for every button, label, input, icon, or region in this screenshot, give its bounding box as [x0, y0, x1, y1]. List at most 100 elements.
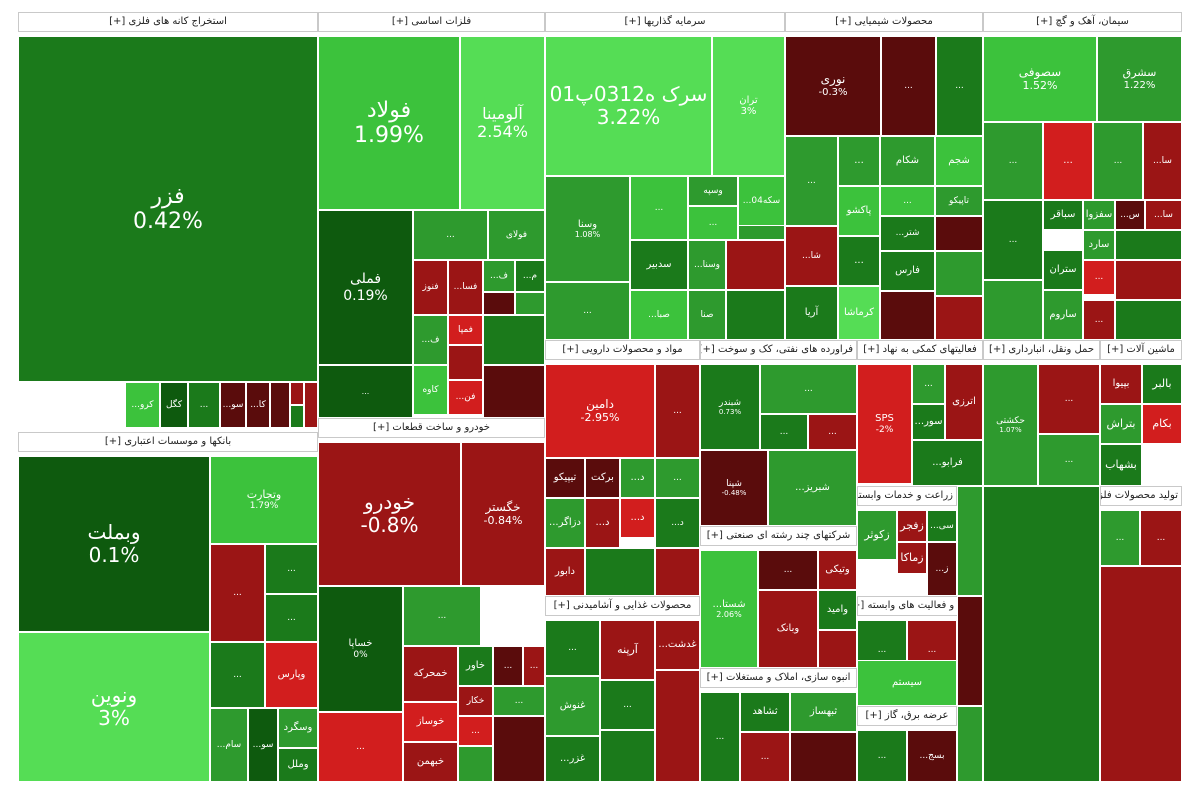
treemap-tile[interactable]: وملل: [278, 748, 318, 782]
treemap-tile[interactable]: ...: [785, 136, 838, 226]
sector-header[interactable]: فعالیتهای کمکی به نهاد [+]: [857, 340, 983, 360]
treemap-tile[interactable]: سباقر: [1043, 200, 1083, 230]
treemap-tile[interactable]: ...غزر: [545, 736, 600, 782]
treemap-tile[interactable]: ...: [838, 236, 880, 286]
sector-header[interactable]: فراورده های نفتی، کک و سوخت [+]: [700, 340, 857, 360]
treemap-cell[interactable]: [957, 596, 983, 706]
sector-header[interactable]: مواد و محصولات دارویی [+]: [545, 340, 700, 360]
treemap-tile[interactable]: فارس: [880, 251, 935, 291]
treemap-cell[interactable]: [957, 486, 983, 596]
treemap-tile[interactable]: ...: [403, 586, 481, 646]
treemap-tile[interactable]: ...شا: [785, 226, 838, 286]
treemap-cell[interactable]: [790, 732, 857, 782]
treemap-tile[interactable]: ...شبریز: [768, 450, 857, 526]
treemap-tile[interactable]: زفجر: [897, 510, 927, 542]
treemap-tile[interactable]: سدبیر: [630, 240, 688, 290]
treemap-tile[interactable]: ...: [493, 646, 523, 686]
treemap-tile[interactable]: SPS -2%: [857, 364, 912, 484]
treemap-tile[interactable]: ...د: [620, 498, 655, 538]
sector-header[interactable]: انبوه سازی، املاک و مستغلات [+]: [700, 668, 857, 688]
treemap-cell[interactable]: [1115, 230, 1182, 260]
treemap-tile[interactable]: خوساز: [403, 702, 458, 742]
treemap-tile[interactable]: ...: [265, 594, 318, 642]
treemap-tile[interactable]: ...ز: [927, 542, 957, 596]
treemap-tile[interactable]: ...سا: [1143, 122, 1182, 200]
treemap-tile[interactable]: ...: [545, 282, 630, 340]
treemap-tile[interactable]: ...: [655, 364, 700, 458]
treemap-tile[interactable]: ونوین 3%: [18, 632, 210, 782]
treemap-tile[interactable]: دامین -2.95%: [545, 364, 655, 458]
treemap-tile[interactable]: سفزوا: [1083, 200, 1115, 230]
treemap-tile[interactable]: وسنا 1.08%: [545, 176, 630, 282]
treemap-cell[interactable]: [600, 730, 655, 782]
treemap-tile[interactable]: ...: [413, 210, 488, 260]
treemap-tile[interactable]: ...: [1043, 122, 1093, 200]
treemap-tile[interactable]: ...س: [1115, 200, 1145, 230]
treemap-tile[interactable]: فنوز: [413, 260, 448, 315]
treemap-tile[interactable]: ...صبا: [630, 290, 688, 340]
treemap-tile[interactable]: شپنا -0.48%: [700, 450, 768, 526]
treemap-cell[interactable]: [483, 315, 545, 365]
sector-header[interactable]: سرمایه گذاریها [+]: [545, 12, 785, 32]
treemap-tile[interactable]: ...سو: [248, 708, 278, 782]
treemap-tile[interactable]: بپیوا: [1100, 364, 1142, 404]
treemap-tile[interactable]: سشرق 1.22%: [1097, 36, 1182, 122]
sector-header[interactable]: فلزات اساسی [+]: [318, 12, 545, 32]
treemap-tile[interactable]: تیپیکو: [545, 458, 585, 498]
treemap-tile[interactable]: ...: [210, 544, 265, 642]
treemap-tile[interactable]: وسگرد: [278, 708, 318, 748]
treemap-tile[interactable]: فزر 0.42%: [18, 36, 318, 382]
treemap-tile[interactable]: ...: [655, 458, 700, 498]
treemap-tile[interactable]: ...: [1093, 122, 1143, 200]
treemap-tile[interactable]: ...: [983, 122, 1043, 200]
treemap-tile[interactable]: اترزی: [945, 364, 983, 440]
treemap-tile[interactable]: غنوش: [545, 676, 600, 736]
treemap-tile[interactable]: ...: [1100, 510, 1140, 566]
treemap-cell[interactable]: [983, 280, 1043, 340]
treemap-tile[interactable]: ...سو: [220, 382, 246, 428]
treemap-tile[interactable]: آلومینا 2.54%: [460, 36, 545, 210]
treemap-tile[interactable]: ...: [493, 686, 545, 716]
treemap-tile[interactable]: خگستر -0.84%: [461, 442, 545, 586]
treemap-cell[interactable]: [458, 746, 493, 782]
treemap-tile[interactable]: ...د: [620, 458, 655, 498]
treemap-cell[interactable]: [585, 548, 655, 596]
treemap-cell[interactable]: [290, 382, 304, 405]
treemap-tile[interactable]: کاوه: [413, 365, 448, 415]
treemap-tile[interactable]: شبندر 0.73%: [700, 364, 760, 450]
sector-header[interactable]: شرکتهای چند رشته ای صنعتی [+]: [700, 526, 857, 546]
treemap-tile[interactable]: ...: [265, 544, 318, 594]
treemap-tile[interactable]: خکار: [458, 686, 493, 716]
treemap-tile[interactable]: ...: [1140, 510, 1182, 566]
treemap-tile[interactable]: ...کا: [246, 382, 270, 428]
treemap-cell[interactable]: [1100, 566, 1182, 782]
treemap-tile[interactable]: ...سکه04: [738, 176, 785, 226]
treemap-cell[interactable]: [818, 630, 857, 668]
treemap-tile[interactable]: سیستم: [857, 660, 957, 706]
treemap-tile[interactable]: وپارس: [265, 642, 318, 708]
treemap-cell[interactable]: [1115, 260, 1182, 300]
treemap-tile[interactable]: وتجارت 1.79%: [210, 456, 318, 544]
treemap-cell[interactable]: [880, 291, 935, 340]
treemap-tile[interactable]: خبهمن: [403, 742, 458, 782]
treemap-cell[interactable]: [935, 296, 983, 340]
sector-header[interactable]: خودرو و ساخت قطعات [+]: [318, 418, 545, 438]
treemap-cell[interactable]: [304, 382, 318, 428]
treemap-tile[interactable]: ...: [808, 414, 857, 450]
treemap-tile[interactable]: ...: [936, 36, 983, 136]
sector-header[interactable]: سیمان، آهک و گچ [+]: [983, 12, 1182, 32]
treemap-tile[interactable]: سارد: [1083, 230, 1115, 260]
treemap-tile[interactable]: ...: [912, 364, 945, 404]
treemap-tile[interactable]: ...: [758, 550, 818, 590]
treemap-cell[interactable]: [726, 240, 785, 290]
treemap-tile[interactable]: بکام: [1142, 404, 1182, 444]
treemap-tile[interactable]: ...: [760, 414, 808, 450]
treemap-tile[interactable]: ...شتر: [880, 216, 935, 251]
treemap-tile[interactable]: زکوثر: [857, 510, 897, 560]
sector-header[interactable]: تولید محصولات فلزی [+]: [1100, 486, 1182, 506]
sector-header[interactable]: محصولات غذایی و آشامیدنی [+]: [545, 596, 700, 616]
treemap-tile[interactable]: وامید: [818, 590, 857, 630]
sector-header[interactable]: حمل ونقل، انبارداری [+]: [983, 340, 1100, 360]
treemap-tile[interactable]: ...بسج: [907, 730, 957, 782]
treemap-tile[interactable]: ...سام: [210, 708, 248, 782]
